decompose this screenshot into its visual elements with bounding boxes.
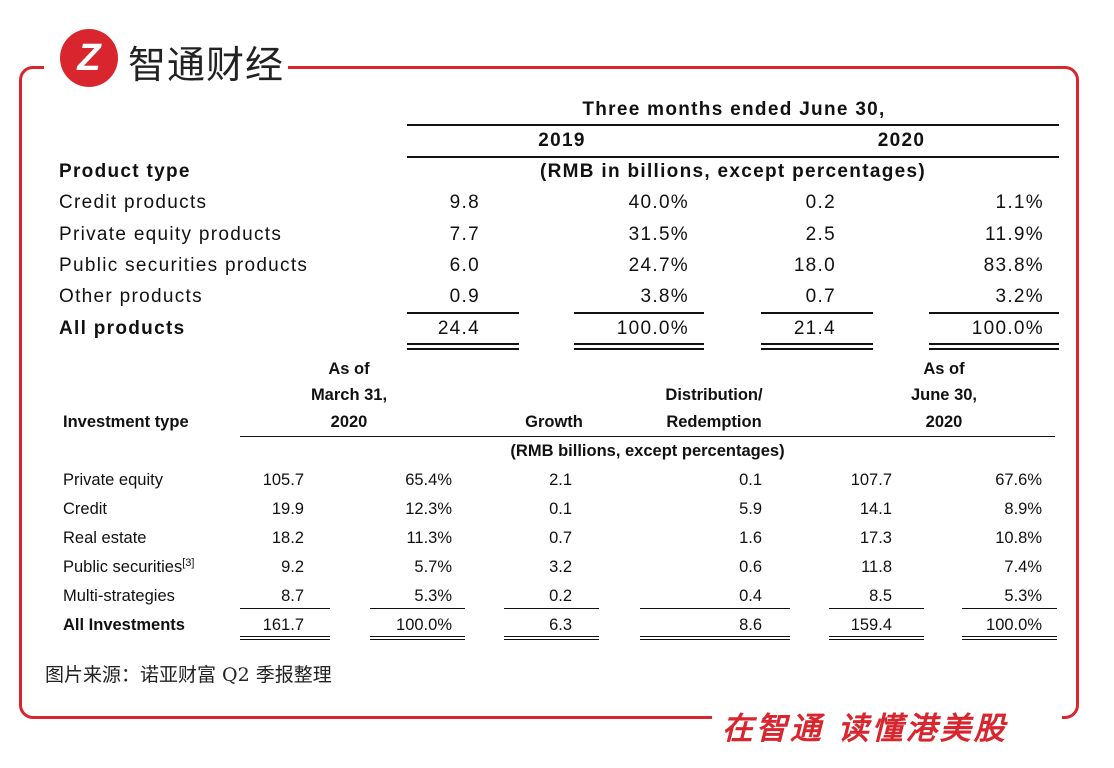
slogan: 在智通 读懂港美股 [722,711,1008,747]
total-row: All products 24.4 100.0% 21.4 100.0% [44,314,1060,344]
row-label: Private equity [63,471,163,489]
june-pct: 8.9% [1004,500,1042,518]
distribution-value: 1.6 [739,529,762,547]
total-pct-2019: 100.0% [616,318,689,339]
march-value: 105.7 [262,471,304,489]
distribution-header-line1: Distribution/ [665,386,763,404]
growth-value: 0.7 [549,529,572,547]
june-pct: 7.4% [1004,558,1042,576]
slogan-area [712,700,1062,744]
row-label: Public securities[3] [63,557,195,576]
value-2020: 2.5 [805,224,836,245]
row-label: Multi-strategies [63,587,175,605]
total-label: All products [59,318,186,339]
logo-mark: Z [60,29,118,87]
red-frame [19,66,1079,719]
product-type-table: Three months ended June 30, 2019 2020 Pr… [44,99,1060,350]
row-label: Other products [59,286,203,307]
march-header-line1: As of [328,360,370,378]
total-pct-2020: 100.0% [971,318,1044,339]
june-pct: 67.6% [995,471,1042,489]
year-2020-header: 2020 [877,130,926,151]
distribution-value: 0.1 [739,471,762,489]
row-label: Public securities products [59,255,309,276]
unit-note: (RMB in billions, except percentages) [540,161,926,182]
product-type-header: Product type [59,161,191,182]
march-header-line3: 2020 [330,413,368,431]
total-distribution-value: 8.6 [739,616,762,634]
pct-2019: 3.8% [640,286,689,307]
march-value: 8.7 [281,587,304,605]
march-value: 9.2 [281,558,304,576]
march-pct: 11.3% [406,529,452,547]
distribution-value: 5.9 [739,500,762,518]
march-pct: 65.4% [405,471,452,489]
pct-2020: 1.1% [995,192,1044,213]
total-june-pct: 100.0% [986,616,1042,634]
image-source-caption: 图片来源：诺亚财富 Q2 季报整理 [45,664,332,686]
june-value: 17.3 [859,529,892,547]
distribution-header-line2: Redemption [666,413,762,431]
pct-2020: 3.2% [995,286,1044,307]
june-value: 107.7 [850,471,892,489]
growth-value: 0.2 [549,587,572,605]
table-row: Private equity products 7.7 31.5% 2.5 11… [44,220,1060,250]
march-pct: 5.7% [414,558,452,576]
unit-note: (RMB billions, except percentages) [510,442,785,460]
year-2019-header: 2019 [538,130,586,151]
period-header: Three months ended June 30, [582,99,886,120]
march-header-line2: March 31, [310,386,388,404]
total-june-value: 159.4 [850,616,892,634]
row-label: Real estate [63,529,147,547]
value-2020: 18.0 [793,255,836,276]
value-2019: 0.9 [449,286,480,307]
june-value: 11.8 [861,558,892,576]
distribution-value: 0.6 [739,558,762,576]
pct-2020: 11.9% [985,224,1044,245]
growth-header: Growth [525,413,583,431]
june-header-line3: 2020 [925,413,963,431]
june-pct: 5.3% [1004,587,1042,605]
pct-2020: 83.8% [983,255,1044,276]
pct-2019: 40.0% [628,192,689,213]
pct-2019: 31.5% [628,224,689,245]
march-pct: 12.3% [405,500,452,518]
june-value: 8.5 [869,587,892,605]
june-pct: 10.8% [995,529,1042,547]
value-2019: 6.0 [449,255,480,276]
row-label: Private equity products [59,224,283,245]
logo-text: 智通财经 [128,43,285,87]
total-march-pct: 100.0% [396,616,452,634]
investment-type-table: As of March 31, 2020 Growth Distribution… [44,350,1060,642]
june-header-line2: June 30, [910,386,978,404]
value-2019: 9.8 [449,192,480,213]
total-value-2020: 21.4 [793,318,836,339]
total-label: All Investments [63,616,185,634]
investment-type-header: Investment type [63,413,189,431]
distribution-value: 0.4 [739,587,762,605]
total-march-value: 161.7 [262,616,304,634]
row-label: Credit [63,500,108,518]
growth-value: 2.1 [549,471,572,489]
value-2020: 0.7 [805,286,836,307]
march-pct: 5.3% [414,587,452,605]
table-row: Public securities products 6.0 24.7% 18.… [44,251,1060,281]
value-2019: 7.7 [449,224,480,245]
march-value: 18.2 [271,529,304,547]
june-value: 14.1 [859,500,892,518]
total-growth-value: 6.3 [549,616,572,634]
pct-2019: 24.7% [628,255,689,276]
march-value: 19.9 [271,500,304,518]
table-row: Credit products 9.8 40.0% 0.2 1.1% [44,188,1060,218]
growth-value: 3.2 [549,558,572,576]
growth-value: 0.1 [549,500,572,518]
table-row: Other products 0.9 3.8% 0.7 3.2% [44,282,1060,312]
row-label: Credit products [59,192,208,213]
total-value-2019: 24.4 [437,318,480,339]
value-2020: 0.2 [805,192,836,213]
june-header-line1: As of [923,360,965,378]
